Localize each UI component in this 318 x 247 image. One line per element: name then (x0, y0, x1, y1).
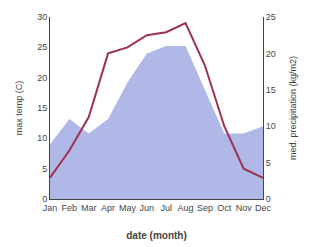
svg-text:Oct: Oct (217, 203, 232, 213)
svg-text:Aug: Aug (178, 203, 194, 213)
svg-text:15: 15 (266, 85, 276, 95)
svg-text:med. precipitation (kg/m2): med. precipitation (kg/m2) (288, 56, 298, 160)
svg-text:25: 25 (37, 42, 47, 52)
svg-text:5: 5 (266, 158, 271, 168)
svg-text:max temp (C): max temp (C) (14, 81, 24, 136)
svg-text:Apr: Apr (101, 203, 115, 213)
svg-text:Nov: Nov (236, 203, 253, 213)
svg-text:10: 10 (37, 133, 47, 143)
svg-text:Jun: Jun (140, 203, 155, 213)
svg-text:5: 5 (42, 164, 47, 174)
svg-text:20: 20 (37, 73, 47, 83)
svg-text:0: 0 (266, 194, 271, 204)
svg-text:0: 0 (42, 194, 47, 204)
svg-text:Feb: Feb (62, 203, 78, 213)
svg-text:date (month): date (month) (126, 230, 187, 241)
svg-text:Dec: Dec (255, 203, 272, 213)
svg-text:Jul: Jul (160, 203, 172, 213)
svg-text:20: 20 (266, 49, 276, 59)
svg-text:30: 30 (37, 12, 47, 22)
svg-text:Jan: Jan (43, 203, 58, 213)
svg-text:10: 10 (266, 121, 276, 131)
svg-text:Mar: Mar (81, 203, 97, 213)
svg-text:May: May (119, 203, 137, 213)
svg-text:25: 25 (266, 12, 276, 22)
svg-text:15: 15 (37, 103, 47, 113)
svg-text:Sep: Sep (197, 203, 213, 213)
